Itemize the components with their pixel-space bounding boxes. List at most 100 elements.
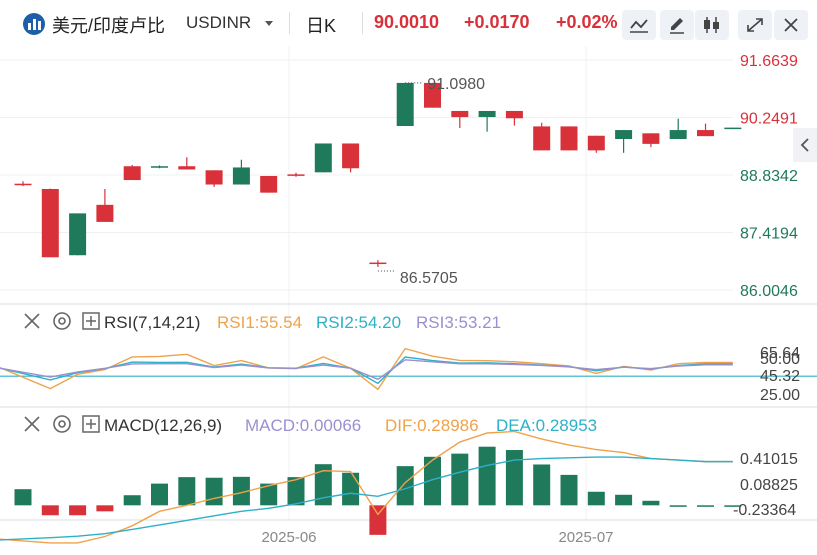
header-bar: 美元/印度卢比 USDINR 日K 90.0010 +0.0170 +0.02% [0,0,817,46]
candle [396,82,414,126]
price-axis-label: 87.4194 [740,226,798,243]
high-label: 91.0980 [427,76,485,93]
symbol-select[interactable]: USDINR [186,13,252,32]
macd-bar [724,505,742,507]
candle [69,213,87,256]
chart-logo-icon [23,13,45,35]
settings-icon[interactable] [53,415,71,433]
candle [287,172,305,177]
low-label: 86.5705 [400,270,458,287]
macd-bar [287,477,305,506]
indicator-button[interactable] [622,10,656,40]
rsi-axis-label: 45.32 [760,368,800,385]
rsi-series [0,347,817,391]
candle [615,130,633,153]
price-change: +0.0170 [464,12,530,32]
rsi-axis-label: 25.00 [760,387,800,404]
candle [205,170,223,187]
macd-axis-label: -0.23364 [733,502,796,519]
macd-bar [260,483,278,506]
pair-name: 美元/印度卢比 [52,16,166,36]
macd-bar [587,491,605,506]
line-chart-icon [630,19,648,33]
chevron-down-icon[interactable] [265,21,273,26]
rsi2-line [0,356,733,385]
macd-bar [342,472,360,506]
period-select[interactable]: 日K [306,16,337,36]
pencil-icon [670,18,684,34]
close-icon[interactable] [24,416,40,432]
macd-bar [478,446,496,506]
candle [478,110,496,132]
macd-bar [669,505,687,507]
high-annotation: 91.0980 [405,76,485,93]
settings-icon[interactable] [53,312,71,330]
macd-axis-label: 0.41015 [740,451,798,468]
date-axis-label: 2025-07 [558,529,613,546]
macd-bar [69,505,87,516]
date-axis-label: 2025-06 [261,529,316,546]
add-icon[interactable] [82,312,100,330]
add-icon[interactable] [82,415,100,433]
candle-style-button[interactable] [695,10,729,40]
candle [41,188,59,258]
candle [587,135,605,153]
last-price: 90.0010 [374,12,440,32]
low-annotation: 86.5705 [377,270,458,287]
macd-bar [615,494,633,506]
macd-bar [205,477,223,506]
price-change-pct: +0.02% [556,12,618,32]
draw-button[interactable] [660,10,694,40]
divider [362,12,363,34]
grid-lines [0,46,817,521]
rsi2-value: RSI2:54.20 [316,313,401,332]
candle [369,260,387,268]
rsi-header: RSI(7,14,21) RSI1:55.54 RSI2:54.20 RSI3:… [24,312,501,332]
fullscreen-button[interactable] [738,10,772,40]
price-axis-label: 90.2491 [740,110,798,127]
rsi3-line [0,359,733,381]
candlestick-series [14,82,742,268]
macd-bar [314,464,332,506]
candle [314,143,332,173]
close-button[interactable] [774,10,808,40]
candle [424,82,441,108]
candle [505,110,523,126]
price-axis-label: 88.8342 [740,168,798,185]
macd-bar [505,450,523,506]
macd-bar [560,474,578,506]
macd-axis: 0.41015 0.08825 -0.23364 [733,451,798,519]
macd-bar [178,477,196,506]
macd-bar [96,505,114,512]
macd-header: MACD(12,26,9) MACD:0.00066 DIF:0.28986 D… [24,415,597,435]
candle [151,165,168,169]
candle [342,143,360,173]
rsi3-value: RSI3:53.21 [416,313,501,332]
expand-icon [747,18,763,32]
macd-bar [151,483,168,506]
macd-bar [14,489,32,506]
date-axis: 2025-06 2025-07 [261,529,613,546]
macd-bar [41,505,59,516]
rsi1-value: RSI1:55.54 [217,313,302,332]
rsi-axis-label: 50.00 [760,351,800,368]
close-icon[interactable] [24,313,40,329]
price-axis-label: 86.0046 [740,283,798,300]
macd-bar [123,495,141,506]
macd-bar [533,464,551,506]
macd-bar [369,505,387,535]
macd-bar [642,500,660,506]
macd-bar [424,456,441,506]
candle [669,118,687,140]
collapse-panel-button[interactable] [793,128,817,162]
chevron-left-icon [800,138,809,152]
dea-value: DEA:0.28953 [496,416,597,435]
candle [123,165,141,181]
rsi-title: RSI(7,14,21) [104,313,200,332]
macd-bar [451,453,469,506]
macd-bar [232,476,250,506]
macd-lines [0,430,733,544]
candle [533,122,551,151]
